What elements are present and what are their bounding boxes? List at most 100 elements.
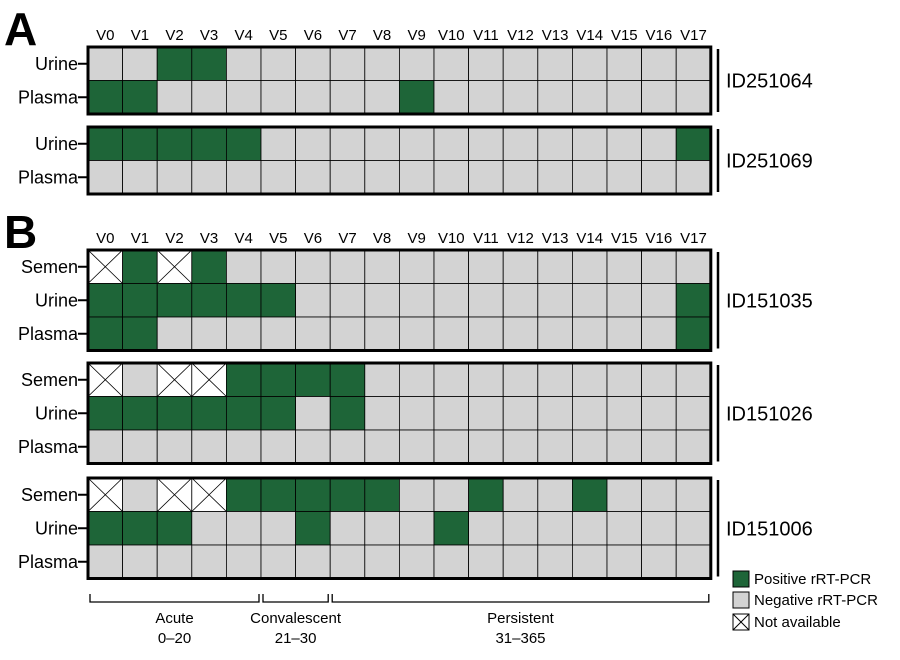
phase-name: Convalescent — [250, 610, 342, 627]
cell-negative — [502, 396, 539, 431]
patient-group — [78, 361, 720, 465]
cell-negative — [468, 429, 504, 464]
cell-negative — [572, 544, 608, 579]
cell-negative — [295, 249, 331, 284]
panel-letter: B — [4, 206, 37, 258]
cell-negative — [364, 283, 400, 318]
visit-header: V1 — [131, 230, 149, 247]
cell-negative — [295, 46, 331, 81]
cell-negative — [225, 80, 262, 115]
cell-negative — [295, 160, 331, 195]
cell-positive — [225, 362, 262, 397]
cell-negative — [364, 80, 400, 115]
cell-negative — [260, 511, 296, 546]
cell-negative — [641, 396, 677, 431]
cell-negative — [675, 544, 712, 579]
visit-header: V9 — [408, 230, 426, 247]
cell-negative — [433, 126, 469, 161]
cell-negative — [295, 316, 331, 351]
cell-negative — [675, 511, 712, 546]
patient-grid-border — [86, 361, 713, 465]
cell-negative — [398, 362, 435, 397]
cell-negative — [572, 396, 608, 431]
cell-negative — [468, 46, 504, 81]
cell-negative — [225, 160, 262, 195]
visit-header: V12 — [507, 27, 534, 44]
phase-bracket — [89, 594, 260, 603]
cell-negative — [433, 477, 469, 512]
cell-negative — [502, 316, 539, 351]
legend-label: Not available — [754, 614, 841, 631]
cell-negative — [225, 46, 262, 81]
cell-positive — [225, 396, 262, 431]
sample-label: Plasma — [18, 324, 79, 344]
cell-negative — [641, 160, 677, 195]
visit-header: V13 — [542, 27, 569, 44]
cell-positive — [156, 46, 193, 81]
cell-positive — [398, 80, 435, 115]
cell-positive — [87, 316, 123, 351]
cell-negative — [398, 477, 435, 512]
panel-letter: A — [4, 3, 37, 55]
patient-grid-border — [86, 125, 713, 196]
visit-header: V13 — [542, 230, 569, 247]
cell-negative — [537, 249, 573, 284]
cell-negative — [537, 544, 573, 579]
patient-grid-border — [86, 476, 713, 580]
cell-negative — [468, 80, 504, 115]
cell-negative — [572, 511, 608, 546]
cell-negative — [398, 544, 435, 579]
visit-header: V15 — [611, 27, 638, 44]
cell-positive — [122, 80, 158, 115]
patient-group — [78, 248, 720, 352]
cell-negative — [364, 126, 400, 161]
visit-header: V2 — [165, 230, 183, 247]
cell-negative — [364, 511, 400, 546]
visit-header: V14 — [576, 27, 603, 44]
cell-negative — [225, 316, 262, 351]
patient-id: ID151006 — [726, 518, 813, 540]
visit-header: V9 — [408, 27, 426, 44]
cell-negative — [468, 396, 504, 431]
cell-positive — [87, 283, 123, 318]
legend-swatch-positive — [732, 570, 750, 588]
cell-negative — [641, 126, 677, 161]
sample-label: Urine — [35, 54, 78, 74]
cell-negative — [260, 80, 296, 115]
phase-name: Persistent — [487, 610, 555, 627]
cell-negative — [641, 429, 677, 464]
sample-label: Semen — [21, 257, 78, 277]
cell-positive — [260, 362, 296, 397]
patient-group — [78, 476, 720, 580]
cell-negative — [191, 511, 227, 546]
sample-label: Urine — [35, 134, 78, 154]
cell-negative — [122, 160, 158, 195]
cell-negative — [572, 46, 608, 81]
visit-header: V11 — [473, 230, 499, 247]
cell-negative — [433, 80, 469, 115]
visit-header: V17 — [680, 230, 707, 247]
visit-header: V2 — [165, 27, 183, 44]
cell-positive — [364, 477, 400, 512]
cell-positive — [675, 126, 712, 161]
sample-label: Urine — [35, 518, 78, 538]
cell-negative — [641, 511, 677, 546]
visit-header: V4 — [235, 230, 253, 247]
cell-positive — [329, 362, 366, 397]
cell-negative — [329, 46, 366, 81]
cell-positive — [191, 249, 227, 284]
visit-header: V15 — [611, 230, 638, 247]
cell-negative — [641, 544, 677, 579]
cell-negative — [329, 160, 366, 195]
legend-cross — [732, 613, 750, 631]
cell-negative — [606, 126, 642, 161]
not-available-cross — [191, 362, 227, 397]
cell-negative — [502, 46, 539, 81]
cell-negative — [468, 249, 504, 284]
cell-negative — [572, 126, 608, 161]
cell-positive — [87, 126, 123, 161]
cell-negative — [122, 477, 158, 512]
visit-header: V5 — [269, 230, 287, 247]
visit-header: V7 — [338, 27, 356, 44]
